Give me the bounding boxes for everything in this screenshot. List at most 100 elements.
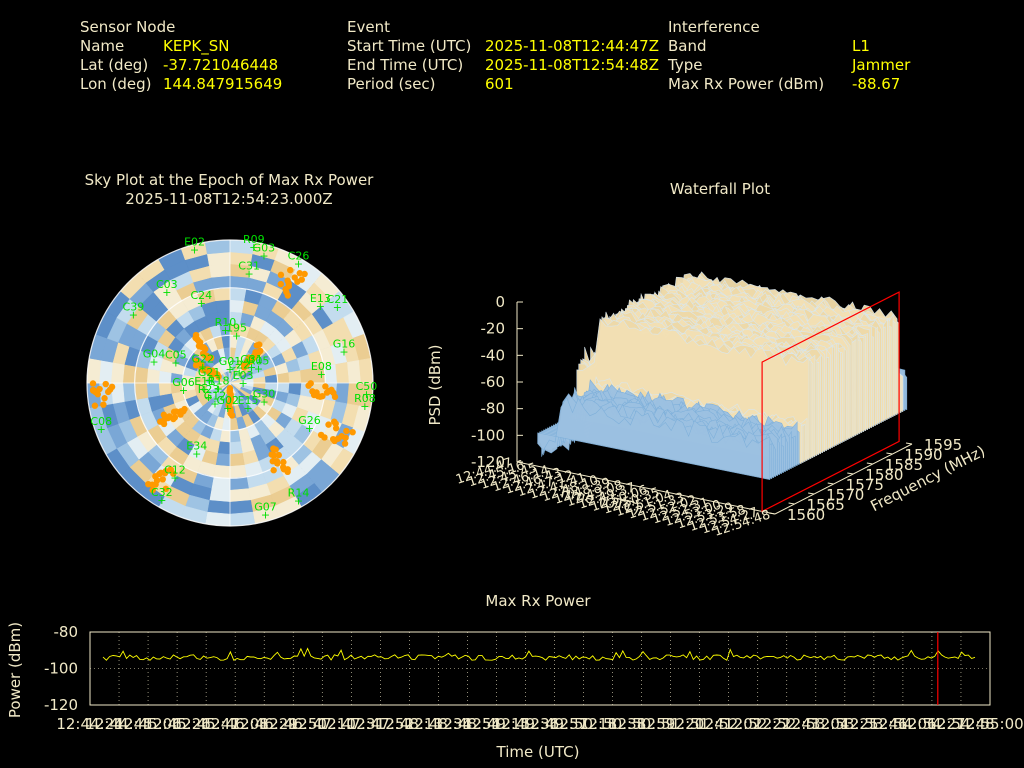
sky-track-point [349,428,356,436]
wf-surface-slice [537,396,771,480]
sky-track-point [256,341,263,348]
wf-z-tick-label: -40 [481,346,506,364]
mx-x-tick-label: 12:52:22 [724,715,791,733]
sky-cell [215,299,231,313]
interference-maxrx-value: -88.67 [852,75,901,93]
sky-satellite-marker: + [261,508,270,521]
sky-satellite-label: E02 [184,236,205,249]
sky-track-point [270,467,277,474]
sky-satellite-marker: + [149,356,158,369]
wf-z-tick-label: -80 [481,400,506,418]
sky-plot: +G01+R10+195+C24+C03+C31+G03+R09+E02+C26… [86,233,377,527]
sky-satellite-label: G16 [333,337,356,350]
sky-track-point [145,480,152,488]
event-start-label: Start Time (UTC) [347,37,472,55]
event-end-label: End Time (UTC) [347,56,464,74]
sensor-name-value: KEPK_SN [163,37,230,55]
sky-track-point [301,270,308,278]
sky-track-point [91,402,99,409]
sky-track-point [298,276,305,283]
sky-cell [213,287,231,302]
sky-track-point [89,380,97,387]
sky-track-point [296,270,303,277]
wf-z-tick-label: -100 [471,426,505,444]
sky-cell [209,488,231,503]
wf-freq-tick-label: 1570 [826,486,864,504]
wf-freq-tick-label: 1565 [807,496,845,514]
sky-satellite-marker: + [221,324,230,337]
wf-freq-tick [827,482,834,485]
mx-x-tick-label: 12:44:45 [85,715,152,733]
sky-plot-title: Sky Plot at the Epoch of Max Rx Power [84,171,374,189]
sky-satellite-marker: + [294,495,303,508]
sky-track-point [277,280,284,288]
sky-cell [335,382,350,404]
sky-cell [134,366,149,384]
wf-z-tick-label: -20 [481,320,506,338]
mx-x-tick-label: 12:47:31 [318,715,385,733]
sky-satellite-label: G30 [253,388,276,401]
sky-cell [229,299,245,313]
event-end-value: 2025-11-08T12:54:48Z [485,56,659,74]
sky-satellite-label: G03 [253,241,276,254]
wf-freq-tick-label: 1595 [924,436,962,454]
sky-satellite-label: R18 [208,375,230,388]
mx-x-tick-label: 12:47:10 [289,715,356,733]
wf-freq-tick [788,502,795,505]
sky-satellite-label: G06 [172,376,195,389]
sky-satellite-label: C24 [190,289,212,302]
wf-freq-tick [886,452,893,455]
sky-track-point [342,434,349,441]
sky-satellite-label: C08 [90,415,112,428]
wf-freq-tick-label: 1580 [865,466,903,484]
sky-satellite-marker: + [170,471,179,484]
sky-satellite-label: G07 [254,500,277,513]
sky-satellite-marker: + [245,268,254,281]
sky-satellite-marker: + [316,300,325,313]
sky-satellite-label: E15 [238,394,259,407]
sky-cell [213,464,231,479]
sky-satellite-marker: + [171,356,180,369]
sky-satellite-marker: + [339,345,348,358]
sky-satellite-marker: + [317,368,326,381]
sensor-lat-label: Lat (deg) [80,56,149,74]
wf-z-tick-label: 0 [495,293,505,311]
waterfall-title: Waterfall Plot [669,180,771,198]
sky-track-point [275,451,282,459]
interference-maxrx-label: Max Rx Power (dBm) [668,75,825,93]
mx-x-tick-label: 12:49:57 [521,715,588,733]
sky-cell [209,263,231,278]
sky-satellite-marker: + [232,329,241,342]
sky-cell [206,251,231,266]
sky-satellite-label: E08 [311,360,332,373]
sky-track-point [287,266,294,274]
sky-track-point [193,357,200,364]
sky-track-point [332,425,340,432]
sky-satellite-marker: + [362,388,371,401]
sky-satellite-label: R08 [354,392,376,405]
sky-track-point [192,362,200,369]
sky-satellite-marker: + [179,384,188,397]
wf-max-epoch-plane [761,291,900,513]
sky-track-point [89,386,97,394]
mx-x-tick-label: 12:53:25 [811,715,878,733]
sky-cell [229,287,247,302]
interference-type-label: Type [668,56,703,74]
sky-track-point [102,380,109,388]
sky-satellite-label: R10 [215,316,237,329]
sky-satellite-label: G12 [204,389,227,402]
mx-power-line [102,647,976,661]
wf-freq-tick [768,512,776,515]
sky-satellite-marker: + [197,297,206,310]
sky-satellite-marker: + [235,367,244,380]
interference-band-value: L1 [852,37,870,55]
mx-x-tick-label: 12:52:43 [753,715,820,733]
sky-satellite-label: R05 [248,355,270,368]
sky-track-point [159,476,166,483]
mx-x-tick-label: 12:52:02 [695,715,762,733]
sky-satellite-marker: + [254,363,263,376]
sky-satellite-marker: + [225,363,234,376]
sky-satellite-label: C39 [123,300,145,313]
waterfall-plot: 0-20-40-60-80-100-12012:44:4712:45:1612:… [426,271,988,540]
event-period-value: 601 [485,75,514,93]
